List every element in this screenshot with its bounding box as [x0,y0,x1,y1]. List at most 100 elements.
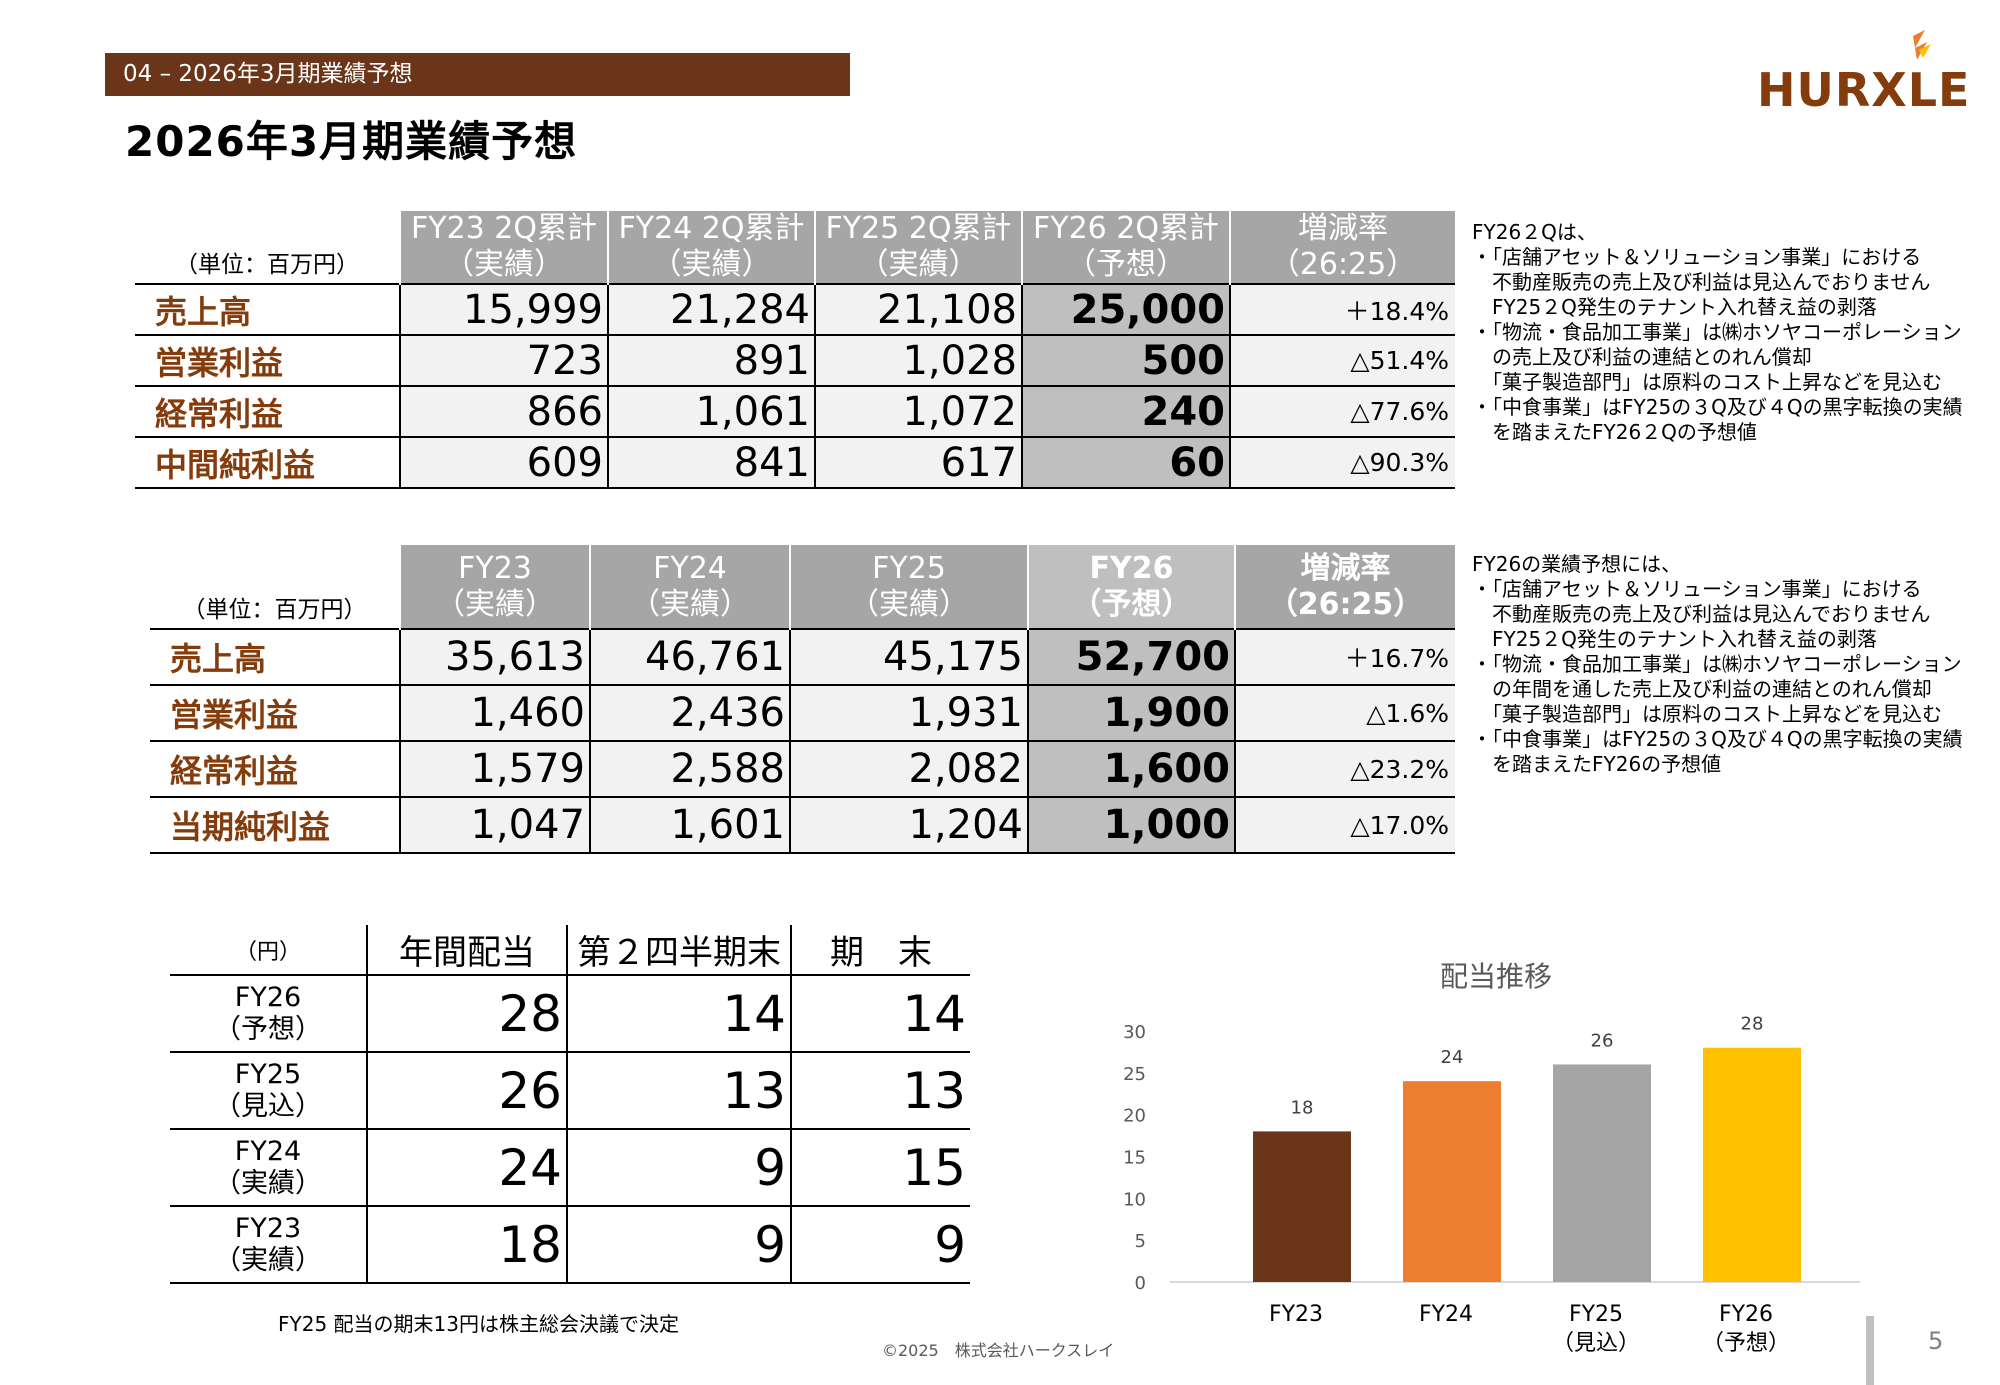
value-cell: 617 [814,437,1022,489]
forecast-value-cell: 240 [1021,386,1230,438]
forecast-value-cell: 1,600 [1027,741,1235,798]
column-header: FY23 （実績） [399,545,590,629]
value-cell: 14 [566,974,791,1052]
y-tick-label: 0 [1135,1273,1146,1294]
value-cell: 723 [399,335,608,387]
row-label: 営業利益 [135,335,400,387]
column-header: 増減率 （26:25） [1234,545,1455,629]
table-row: FY24 （実績） 24 9 15 [170,1128,970,1206]
table-row: FY23 （実績） 18 9 9 [170,1205,970,1284]
value-cell: 2,588 [589,741,790,798]
data-label: 26 [1591,1030,1614,1051]
value-cell: 35,613 [399,628,590,686]
forecast-value-cell: 1,000 [1027,797,1235,854]
value-cell: 15 [790,1128,970,1206]
value-cell: 9 [566,1128,791,1206]
column-header: FY26 2Q累計 （予想） [1021,211,1230,284]
value-cell: 21,108 [814,283,1022,336]
value-cell: 24 [367,1128,567,1206]
page-title: 2026年3月期業績予想 [125,117,578,166]
value-cell: 21,284 [607,283,815,336]
row-label: FY23 （実績） [170,1205,368,1284]
y-tick-label: 30 [1123,1022,1146,1043]
forecast-value-cell: 1,900 [1027,685,1235,742]
value-cell: 841 [607,437,815,489]
value-cell: 1,601 [589,797,790,854]
x-tick-label: FY26 [1719,1302,1773,1327]
table-row: 経常利益 1,579 2,588 2,082 1,600 △23.2% [150,741,1455,798]
value-cell: 14 [790,974,970,1052]
y-tick-label: 15 [1123,1148,1146,1169]
row-label: 当期純利益 [150,797,400,854]
value-cell: 2,082 [789,741,1028,798]
rate-cell: △17.0% [1234,797,1455,854]
row-label: 売上高 [135,283,400,336]
column-header: 増減率 （26:25） [1229,211,1455,284]
x-tick-label: FY23 [1269,1302,1323,1327]
data-label: 18 [1291,1097,1314,1118]
notes-2q: FY26２Qは、 ・「店舗アセット＆ソリューション事業」における 不動産販売の売… [1472,220,1963,444]
y-tick-label: 20 [1123,1106,1146,1127]
value-cell: 1,028 [814,335,1022,387]
bar [1403,1081,1501,1282]
column-header: FY26 （予想） [1027,545,1235,629]
forecast-value-cell: 500 [1021,335,1230,387]
column-header: FY25 （実績） [789,545,1028,629]
x-tick-label: （予想） [1702,1331,1790,1356]
forecast-value-cell: 60 [1021,437,1230,489]
table-row: FY26 （予想） 28 14 14 [170,974,970,1052]
rate-cell: △51.4% [1229,335,1455,387]
x-tick-label: （見込） [1552,1331,1640,1356]
table-row: 中間純利益 609 841 617 60 △90.3% [135,437,1455,489]
table-2q-cumulative: （単位：百万円） FY23 2Q累計 （実績） FY24 2Q累計 （実績） FY2… [135,211,1455,489]
value-cell: 1,931 [789,685,1028,742]
table-row: FY25 （見込） 26 13 13 [170,1051,970,1129]
value-cell: 26 [367,1051,567,1129]
company-logo: HURXLEY [1757,30,1970,113]
column-header: 期 末 [790,925,970,975]
table-row: 経常利益 866 1,061 1,072 240 △77.6% [135,386,1455,438]
rate-cell: △77.6% [1229,386,1455,438]
value-cell: 1,047 [399,797,590,854]
unit-label: （単位：百万円） [182,597,367,623]
value-cell: 866 [399,386,608,438]
column-header: FY24 2Q累計 （実績） [607,211,815,284]
rate-cell: ＋16.7% [1234,628,1455,686]
table-row: 営業利益 1,460 2,436 1,931 1,900 △1.6% [150,685,1455,742]
value-cell: 891 [607,335,815,387]
forecast-value-cell: 52,700 [1027,628,1235,686]
rate-cell: △1.6% [1234,685,1455,742]
value-cell: 9 [790,1205,970,1284]
unit-label: （単位：百万円） [175,252,359,278]
dividend-footnote: FY25 配当の期末13円は株主総会決議で決定 [278,1312,679,1336]
copyright: ©2025 株式会社ハークスレイ [882,1341,1115,1360]
page-divider [1866,1316,1874,1385]
y-tick-label: 5 [1135,1231,1146,1252]
logo-mark-icon [1913,30,1931,60]
value-cell: 9 [566,1205,791,1284]
rate-cell: ＋18.4% [1229,283,1455,336]
page-number: 5 [1928,1327,1944,1355]
data-label: 28 [1741,1014,1764,1035]
column-header: FY23 2Q累計 （実績） [399,211,608,284]
row-label: 営業利益 [150,685,400,742]
table-row: 営業利益 723 891 1,028 500 △51.4% [135,335,1455,387]
value-cell: 18 [367,1205,567,1284]
column-header: FY25 2Q累計 （実績） [814,211,1022,284]
row-label: FY25 （見込） [170,1051,368,1129]
row-label: 中間純利益 [135,437,400,489]
row-label: FY26 （予想） [170,974,368,1052]
column-header: 年間配当 [399,933,535,973]
value-cell: 13 [566,1051,791,1129]
table-row: 売上高 35,613 46,761 45,175 52,700 ＋16.7% [150,628,1455,686]
bar [1703,1047,1801,1282]
row-label: 経常利益 [135,386,400,438]
value-cell: 1,072 [814,386,1022,438]
notes-full-year: FY26の業績予想には、 ・「店舗アセット＆ソリューション事業」における 不動産… [1472,552,1963,776]
x-tick-label: FY24 [1419,1302,1473,1327]
value-cell: 1,061 [607,386,815,438]
value-cell: 609 [399,437,608,489]
y-tick-label: 10 [1123,1189,1146,1210]
column-header: FY24 （実績） [589,545,790,629]
value-cell: 1,460 [399,685,590,742]
